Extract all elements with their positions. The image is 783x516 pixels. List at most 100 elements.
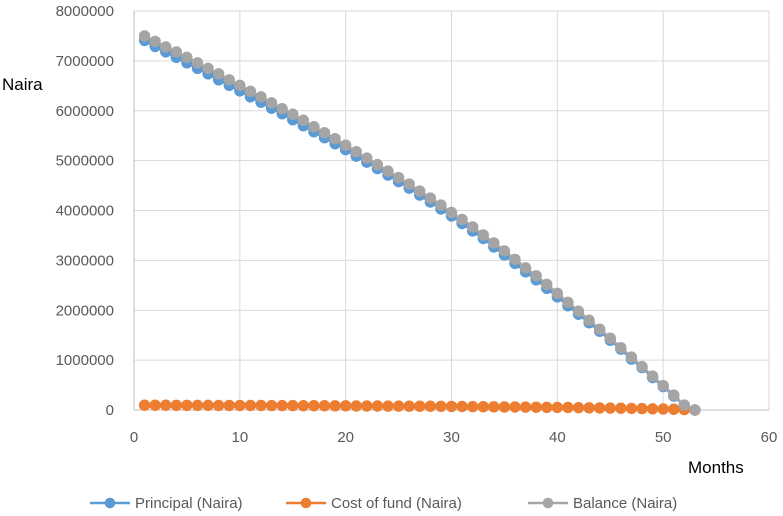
data-point — [604, 402, 616, 414]
series-line — [143, 39, 696, 412]
data-point — [519, 262, 532, 274]
data-point — [265, 399, 278, 412]
x-tick-label: 60 — [761, 429, 778, 446]
data-point — [615, 341, 627, 354]
x-tick-label: 10 — [231, 429, 248, 446]
data-point — [625, 351, 638, 363]
data-point — [445, 400, 458, 413]
y-tick-label: 3000000 — [56, 252, 114, 269]
series-layer — [138, 30, 701, 416]
data-point — [191, 399, 204, 412]
legend-item: Balance (Naira) — [528, 495, 677, 512]
legend-marker-swatch — [104, 497, 116, 509]
data-point — [244, 85, 257, 97]
data-point — [371, 158, 384, 171]
data-point — [287, 108, 299, 120]
y-tick-label: 2000000 — [56, 302, 114, 319]
data-point — [276, 399, 288, 412]
series-1 — [138, 34, 701, 416]
y-tick-label: 8000000 — [56, 3, 114, 20]
data-point — [551, 401, 564, 414]
legend-marker-swatch — [542, 497, 554, 509]
y-tick-label: 0 — [106, 402, 114, 419]
data-point — [181, 399, 193, 412]
x-tick-label: 20 — [337, 429, 354, 446]
data-point — [488, 401, 500, 413]
legend-label: Balance (Naira) — [573, 495, 677, 512]
data-point — [678, 399, 691, 411]
data-point — [170, 399, 183, 412]
legend-label: Principal (Naira) — [135, 495, 243, 512]
data-point — [509, 401, 521, 413]
legend-item: Principal (Naira) — [90, 495, 243, 512]
data-point — [593, 323, 606, 335]
data-point — [202, 62, 214, 75]
y-tick-label: 5000000 — [56, 153, 114, 170]
data-point — [583, 314, 595, 326]
data-point — [445, 206, 458, 219]
data-point — [297, 114, 310, 126]
data-point — [615, 402, 627, 414]
data-point — [456, 213, 468, 226]
data-point — [329, 132, 341, 145]
data-point — [488, 237, 500, 249]
data-point — [287, 399, 299, 412]
data-point — [424, 192, 437, 204]
data-point — [361, 152, 373, 164]
data-point — [318, 126, 331, 139]
data-point — [212, 68, 225, 80]
data-point — [265, 97, 278, 109]
data-point — [382, 165, 394, 177]
x-tick-label: 30 — [443, 429, 460, 446]
data-point — [689, 404, 701, 416]
data-point — [371, 400, 384, 412]
series-line — [144, 34, 696, 412]
legend-marker-swatch — [300, 497, 312, 509]
data-point — [191, 57, 204, 69]
data-point — [308, 121, 320, 133]
data-point — [403, 178, 415, 190]
data-point — [382, 400, 394, 412]
y-axis-ticks: 0 1000000 2000000 3000000 4000000 5000000 6000… — [56, 3, 114, 419]
series-2 — [138, 399, 701, 416]
data-point — [350, 400, 362, 412]
data-point — [255, 91, 267, 103]
data-point — [583, 402, 595, 414]
data-point — [668, 389, 680, 401]
data-point — [350, 145, 362, 158]
data-point — [498, 245, 511, 257]
data-point — [424, 400, 437, 412]
series-3 — [138, 30, 701, 416]
x-tick-label: 40 — [549, 429, 566, 446]
data-point — [414, 400, 426, 412]
data-point — [604, 332, 616, 344]
legend-label: Cost of fund (Naira) — [331, 495, 462, 512]
y-tick-label: 1000000 — [56, 352, 114, 369]
data-point — [668, 403, 680, 415]
gridlines — [133, 10, 770, 411]
data-point — [392, 171, 405, 184]
y-axis-title: Naira — [2, 75, 43, 94]
data-point — [646, 403, 659, 415]
x-tick-label: 0 — [130, 429, 138, 446]
data-point — [646, 370, 659, 382]
data-point — [234, 399, 246, 412]
data-point — [519, 401, 532, 413]
data-point — [255, 399, 267, 412]
data-point — [361, 400, 373, 412]
data-point — [212, 399, 225, 412]
data-point — [530, 401, 542, 413]
data-point — [181, 51, 193, 64]
data-point — [276, 103, 288, 115]
data-point — [392, 400, 405, 412]
data-point — [625, 402, 638, 415]
data-point — [223, 74, 235, 86]
data-point — [551, 287, 564, 299]
data-point — [636, 360, 648, 373]
data-point — [477, 401, 489, 413]
data-point — [297, 399, 310, 412]
data-point — [138, 30, 151, 42]
data-point — [541, 278, 553, 291]
